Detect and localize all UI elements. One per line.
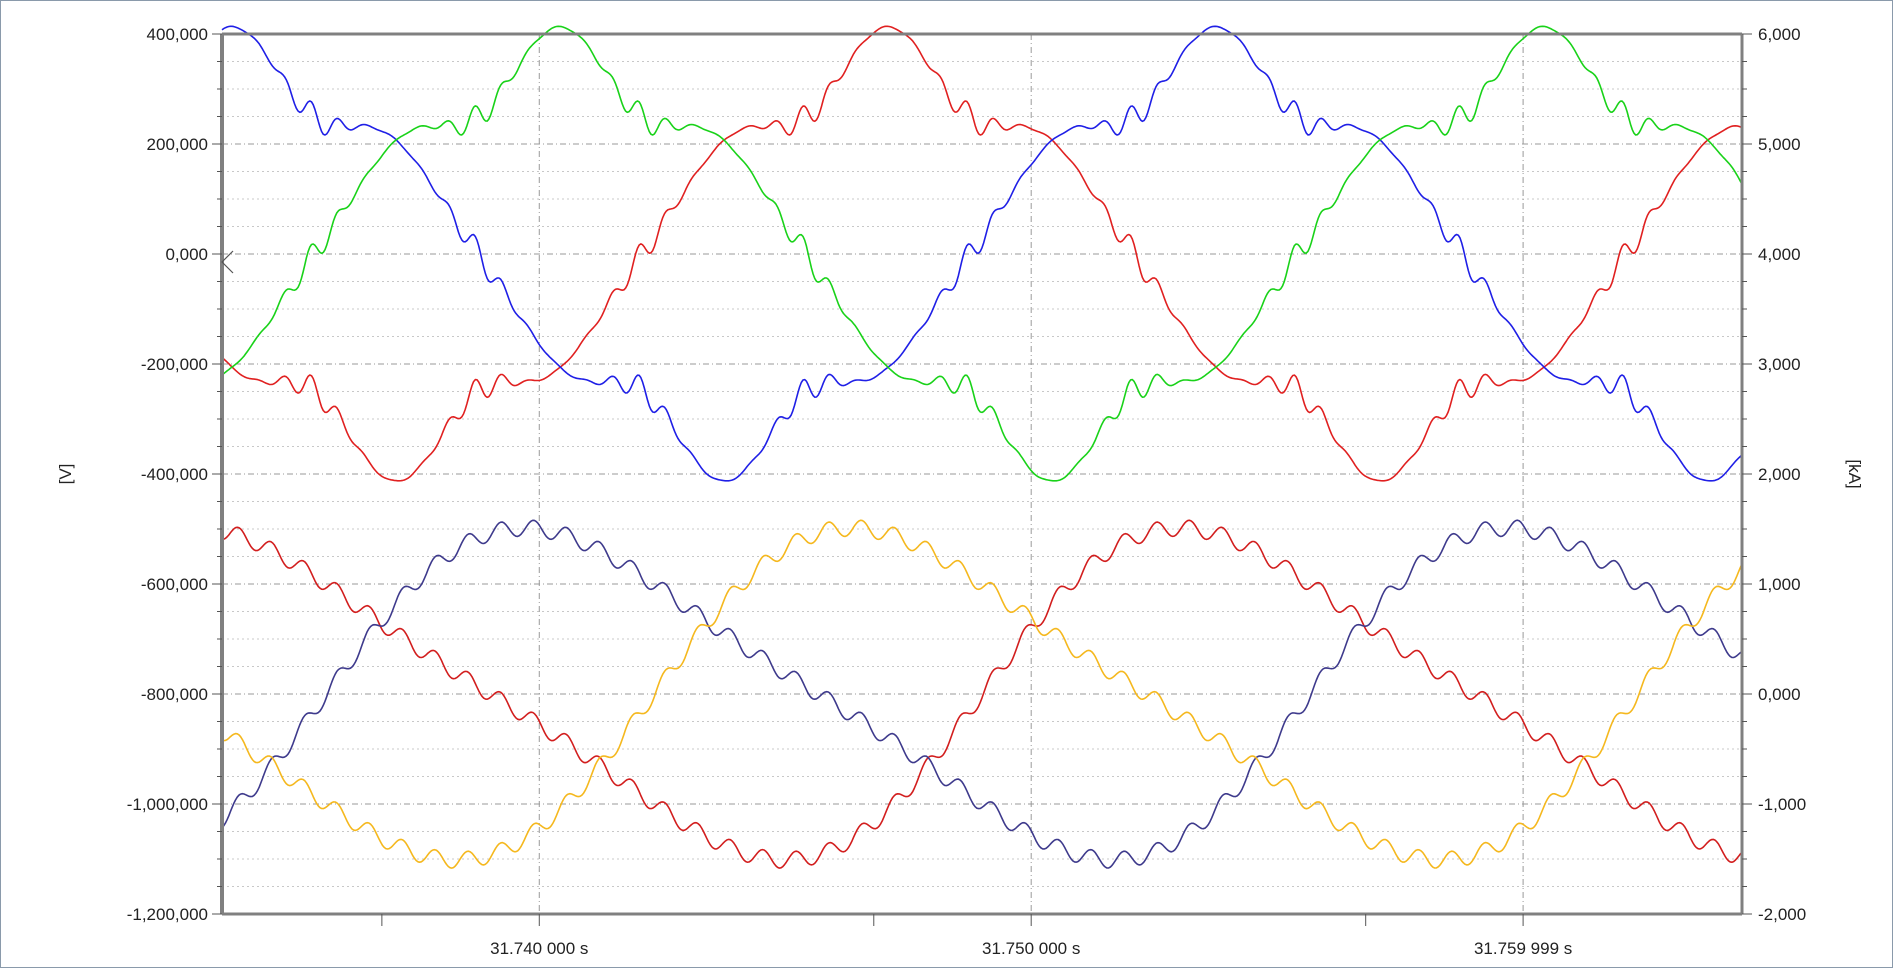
left-tick-label: 0,000 — [165, 245, 208, 264]
series-layer — [221, 25, 1743, 869]
right-tick-label: 6,000 — [1758, 25, 1801, 44]
left-tick-label: -600,000 — [141, 575, 208, 594]
right-tick-label: 0,000 — [1758, 685, 1801, 704]
right-tick-label: 3,000 — [1758, 355, 1801, 374]
left-tick-label: -400,000 — [141, 465, 208, 484]
right-tick-label: 1,000 — [1758, 575, 1801, 594]
series-line-6[interactable] — [221, 519, 1743, 869]
left-tick-label: -1,200,000 — [127, 905, 208, 924]
x-axis-ticks: 31.740 000 s 31.750 000 s 31.759 999 s — [381, 914, 1572, 958]
right-tick-label: -2,000 — [1758, 905, 1806, 924]
minor-gridlines — [222, 61, 1742, 887]
right-tick-label: 4,000 — [1758, 245, 1801, 264]
left-tick-label: 200,000 — [147, 135, 208, 154]
series-line-5[interactable] — [221, 519, 1743, 869]
right-tick-label: -1,000 — [1758, 795, 1806, 814]
left-tick-label: -800,000 — [141, 685, 208, 704]
series-line-3[interactable] — [221, 25, 1743, 482]
series-line-2[interactable] — [221, 25, 1743, 482]
right-tick-label: 2,000 — [1758, 465, 1801, 484]
zero-marker-icon[interactable] — [221, 250, 234, 274]
right-tick-label: 5,000 — [1758, 135, 1801, 154]
left-tick-label: 400,000 — [147, 25, 208, 44]
right-axis-ticks: 6,000 5,000 4,000 3,000 2,000 1,000 0,000 -1,00… — [1742, 25, 1806, 924]
series-line-4[interactable] — [221, 519, 1743, 869]
x-tick-label: 31.759 999 s — [1474, 939, 1572, 958]
left-tick-label: -1,000,000 — [127, 795, 208, 814]
x-tick-label: 31.740 000 s — [490, 939, 588, 958]
series-line-1[interactable] — [221, 25, 1743, 482]
x-tick-label: 31.750 000 s — [982, 939, 1080, 958]
left-axis-ticks: 400,000 200,000 0,000 -200,000 -400,000 -600,… — [127, 25, 222, 924]
right-axis-label: [kA] — [1845, 459, 1864, 488]
left-axis-label: [V] — [56, 464, 75, 485]
left-tick-label: -200,000 — [141, 355, 208, 374]
